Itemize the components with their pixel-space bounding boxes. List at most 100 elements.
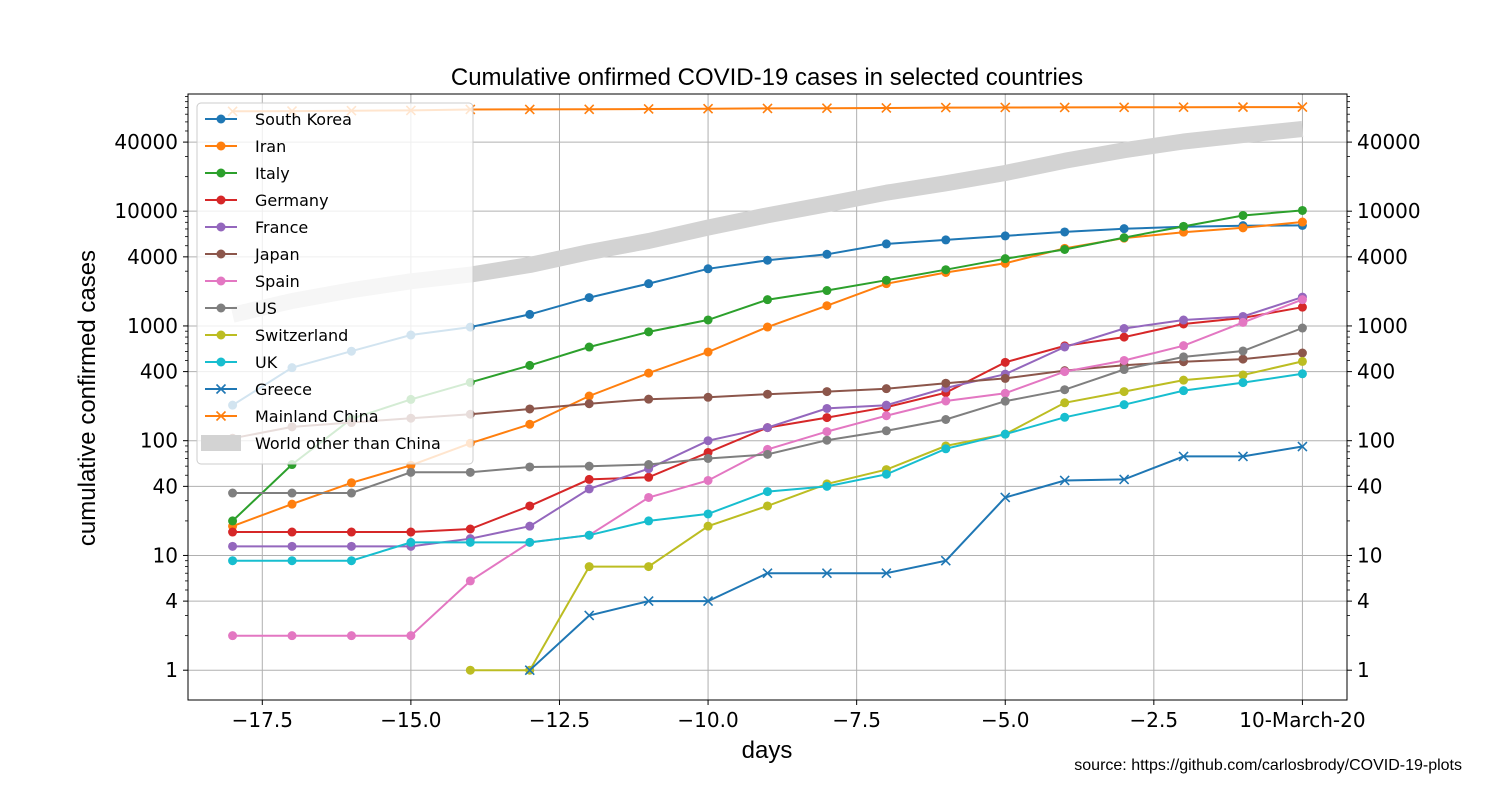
data-point: [881, 275, 891, 285]
data-point: [1119, 400, 1129, 410]
y-tick-label: 1: [165, 658, 178, 682]
data-point: [644, 492, 654, 502]
data-point: [287, 488, 297, 498]
data-point: [465, 576, 475, 586]
legend-item: South Korea: [205, 110, 352, 129]
data-point: [525, 309, 535, 319]
data-point: [643, 103, 654, 115]
ticks: −17.5 −15.0 −12.5 −10.0 −7.5 −5.0 −2.5 10-March…: [114, 96, 1421, 732]
legend-item: Iran: [205, 137, 286, 156]
x-tick-label: −17.5: [232, 708, 293, 732]
data-point: [406, 527, 416, 537]
legend-item: Italy: [205, 164, 290, 183]
data-point: [703, 315, 713, 325]
legend-label: France: [255, 218, 308, 237]
data-point: [228, 488, 238, 498]
data-point: [644, 460, 654, 470]
y-tick-label: 40: [153, 474, 178, 498]
data-point: [1060, 244, 1070, 254]
data-point: [1297, 102, 1308, 113]
series-us: [228, 323, 1307, 498]
data-point: [822, 435, 832, 445]
data-point: [1297, 369, 1307, 379]
data-point: [881, 568, 892, 579]
legend-marker: [215, 410, 227, 422]
data-point: [881, 102, 892, 114]
legend-marker: [216, 303, 226, 313]
data-point: [1000, 231, 1010, 241]
data-point: [1178, 451, 1189, 462]
data-point: [584, 293, 594, 303]
data-point: [822, 481, 832, 491]
data-point: [406, 467, 416, 477]
data-point: [821, 568, 833, 579]
legend-label: UK: [255, 353, 278, 372]
data-point: [1237, 451, 1249, 462]
x-axis-label: days: [742, 737, 793, 764]
data-point: [1119, 365, 1129, 375]
data-point: [1000, 102, 1011, 113]
data-point: [1119, 224, 1129, 234]
data-point: [1000, 254, 1010, 264]
data-point: [644, 394, 654, 404]
data-point: [1297, 348, 1307, 358]
data-point: [644, 472, 654, 482]
y-tick-label: 10: [153, 543, 178, 567]
legend-label: South Korea: [255, 110, 352, 129]
data-point: [644, 516, 654, 526]
data-point: [941, 235, 951, 245]
legend-label: Mainland China: [255, 407, 379, 426]
data-point: [881, 411, 891, 421]
legend-label: World other than China: [255, 434, 441, 453]
legend-item: Greece: [205, 380, 312, 399]
data-point: [1297, 441, 1308, 452]
data-point: [1119, 332, 1129, 342]
data-point: [941, 415, 951, 425]
legend-item: Switzerland: [205, 326, 348, 345]
data-point: [941, 378, 951, 388]
data-point: [941, 396, 951, 406]
x-tick-label: −12.5: [529, 708, 590, 732]
data-point: [1179, 375, 1189, 385]
legend-marker: [216, 222, 226, 232]
data-point: [525, 462, 535, 472]
data-point: [584, 104, 595, 115]
data-point: [703, 475, 713, 485]
data-point: [762, 568, 773, 579]
data-point: [763, 487, 772, 497]
y-tick-label: 4000: [127, 245, 178, 269]
data-point: [1060, 367, 1070, 377]
legend-marker: [216, 357, 226, 367]
legend-label: Iran: [255, 137, 286, 156]
legend-item: Germany: [205, 191, 329, 210]
legend-item: Japan: [205, 245, 300, 264]
data-point: [702, 596, 714, 607]
data-point: [228, 516, 238, 526]
data-point: [644, 562, 654, 572]
data-point: [703, 509, 713, 519]
data-point: [1119, 102, 1130, 113]
data-point: [1179, 315, 1189, 325]
legend-label: Germany: [255, 191, 329, 210]
data-point: [406, 631, 416, 641]
x-tick-label: 10-March-20: [1239, 708, 1365, 732]
data-point: [1119, 474, 1130, 485]
legend-marker: [216, 249, 226, 259]
data-point: [1060, 227, 1070, 237]
data-point: [763, 389, 772, 399]
legend-label: Switzerland: [255, 326, 348, 345]
data-point: [1237, 102, 1249, 113]
data-point: [1060, 398, 1070, 408]
data-point: [346, 488, 356, 498]
data-point: [1000, 388, 1010, 398]
data-point: [584, 484, 594, 494]
legend-marker: [216, 330, 226, 340]
data-point: [1059, 102, 1070, 113]
data-point: [703, 521, 713, 531]
data-point: [525, 360, 535, 370]
data-point: [1179, 386, 1189, 396]
data-point: [821, 103, 833, 114]
y-tick-label-right: 1000: [1357, 314, 1408, 338]
data-point: [524, 665, 535, 676]
data-point: [584, 399, 594, 409]
